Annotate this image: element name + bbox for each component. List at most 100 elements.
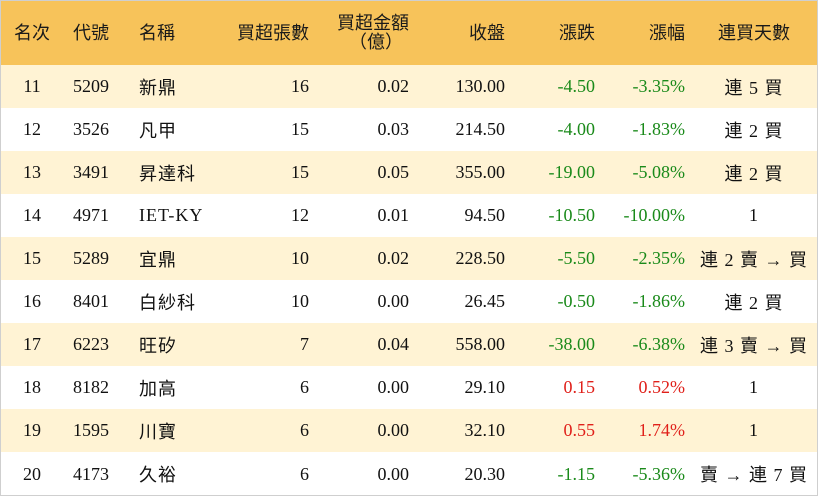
- cell-change: -4.00: [557, 119, 596, 139]
- cell-rank: 12: [23, 119, 41, 139]
- cell-days: 1: [749, 420, 759, 440]
- cell-name: 新鼎: [139, 77, 177, 98]
- cell-close: 130.00: [455, 76, 506, 96]
- cell-rank: 13: [23, 162, 41, 182]
- cell-code: 1595: [73, 420, 109, 440]
- cell-rank: 14: [23, 205, 41, 225]
- header-rank: 名次: [14, 22, 50, 43]
- cell-pct: 0.52%: [638, 377, 686, 397]
- header-days: 連買天數: [718, 22, 790, 43]
- cell-change: -1.15: [557, 463, 596, 484]
- cell-change: -4.50: [557, 76, 596, 96]
- header-close: 收盤: [469, 22, 505, 43]
- table-row: 20 4173 久裕 6 0.00 20.30 -1.15 -5.36% 賣 → 連 7 買: [1, 452, 817, 495]
- cell-pct: -5.36%: [632, 463, 686, 484]
- cell-amount: 0.03: [377, 119, 410, 139]
- cell-name: 昇達科: [139, 163, 196, 184]
- header-amount-line1: 買超金額: [337, 13, 409, 33]
- cell-close: 29.10: [464, 377, 506, 397]
- cell-lots: 10: [291, 248, 309, 268]
- cell-amount: 0.00: [377, 291, 410, 311]
- cell-lots: 15: [291, 119, 309, 139]
- header-lots: 買超張數: [237, 22, 309, 43]
- table-row: 15 5289 宜鼎 10 0.02 228.50 -5.50 -2.35% 連 2 賣 → 買: [1, 237, 817, 280]
- cell-lots: 6: [300, 420, 309, 440]
- header-amount-line2: （億）: [349, 32, 403, 52]
- cell-pct: -6.38%: [632, 334, 686, 354]
- header-code: 代號: [73, 22, 109, 43]
- cell-close: 20.30: [464, 463, 506, 484]
- cell-pct: -1.83%: [632, 119, 686, 139]
- cell-rank: 18: [23, 377, 41, 397]
- cell-days: 連 3 賣 → 買: [700, 335, 808, 356]
- cell-amount: 0.04: [377, 334, 410, 354]
- cell-pct: 1.74%: [638, 420, 686, 440]
- header-pct: 漲幅: [649, 22, 685, 43]
- cell-lots: 12: [291, 205, 309, 225]
- cell-days: 連 5 買: [724, 77, 784, 98]
- cell-lots: 10: [291, 291, 309, 311]
- cell-name: 川寶: [139, 421, 177, 442]
- cell-name: 白紗科: [139, 292, 196, 313]
- cell-lots: 15: [291, 162, 309, 182]
- cell-pct: -1.86%: [632, 291, 686, 311]
- cell-code: 8182: [73, 377, 109, 397]
- cell-pct: -2.35%: [632, 248, 686, 268]
- cell-name: IET-KY: [139, 205, 204, 225]
- cell-change: -0.50: [557, 291, 596, 311]
- cell-change: -5.50: [557, 248, 596, 268]
- cell-amount: 0.00: [377, 420, 410, 440]
- cell-lots: 6: [300, 377, 309, 397]
- cell-change: -19.00: [548, 162, 596, 182]
- cell-lots: 7: [300, 334, 309, 354]
- cell-rank: 16: [23, 291, 41, 311]
- cell-lots: 6: [300, 463, 309, 484]
- cell-rank: 20: [23, 463, 41, 484]
- cell-days: 1: [749, 205, 759, 225]
- cell-code: 5209: [73, 76, 109, 96]
- cell-days: 1: [749, 377, 759, 397]
- cell-change: 0.55: [563, 420, 596, 440]
- cell-amount: 0.02: [377, 248, 410, 268]
- table-row: 14 4971 IET-KY 12 0.01 94.50 -10.50 -10.00% 1: [1, 194, 817, 237]
- table-row: 17 6223 旺矽 7 0.04 558.00 -38.00 -6.38% 連 3 賣 → 買: [1, 323, 817, 366]
- table-row: 12 3526 凡甲 15 0.03 214.50 -4.00 -1.83% 連 2 買: [1, 108, 817, 151]
- cell-rank: 15: [23, 248, 41, 268]
- cell-code: 6223: [73, 334, 109, 354]
- table-row: 11 5209 新鼎 16 0.02 130.00 -4.50 -3.35% 連 5 買: [1, 65, 817, 108]
- table-row: 18 8182 加高 6 0.00 29.10 0.15 0.52% 1: [1, 366, 817, 409]
- cell-close: 94.50: [464, 205, 506, 225]
- table-header-row: 名次 代號 名稱 買超張數 買超金額 （億） 收盤 漲跌 漲幅 連買天數: [1, 1, 817, 65]
- cell-code: 4173: [73, 463, 109, 484]
- table-row: 19 1595 川寶 6 0.00 32.10 0.55 1.74% 1: [1, 409, 817, 452]
- cell-name: 久裕: [139, 465, 177, 485]
- cell-rank: 19: [23, 420, 41, 440]
- cell-close: 214.50: [455, 119, 506, 139]
- header-name: 名稱: [139, 22, 175, 43]
- table-body: 11 5209 新鼎 16 0.02 130.00 -4.50 -3.35% 連 5 買 12 35…: [1, 65, 817, 495]
- table-row: 13 3491 昇達科 15 0.05 355.00 -19.00 -5.08% 連 2 買: [1, 151, 817, 194]
- cell-close: 32.10: [464, 420, 506, 440]
- cell-code: 3491: [73, 162, 109, 182]
- cell-rank: 17: [23, 334, 41, 354]
- cell-amount: 0.01: [377, 205, 410, 225]
- cell-close: 355.00: [455, 162, 506, 182]
- cell-days: 連 2 買: [724, 292, 784, 313]
- cell-amount: 0.00: [377, 463, 410, 484]
- cell-days: 連 2 買: [724, 163, 784, 184]
- cell-name: 凡甲: [139, 120, 177, 141]
- table-row: 16 8401 白紗科 10 0.00 26.45 -0.50 -1.86% 連 2 買: [1, 280, 817, 323]
- cell-change: -38.00: [548, 334, 596, 354]
- cell-close: 26.45: [464, 291, 506, 311]
- cell-days: 連 2 買: [724, 120, 784, 141]
- cell-change: -10.50: [548, 205, 596, 225]
- header-change: 漲跌: [559, 22, 595, 43]
- cell-code: 8401: [73, 291, 109, 311]
- cell-code: 5289: [73, 248, 109, 268]
- cell-amount: 0.02: [377, 76, 410, 96]
- cell-amount: 0.05: [377, 162, 410, 182]
- cell-rank: 11: [23, 76, 41, 96]
- cell-code: 3526: [73, 119, 109, 139]
